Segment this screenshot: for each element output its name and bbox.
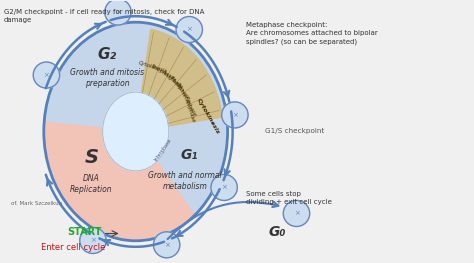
Ellipse shape [222, 102, 248, 128]
Text: G2/M checkpoint - if cell ready for mitosis, check for DNA
damage: G2/M checkpoint - if cell ready for mito… [4, 9, 204, 23]
Text: ×: × [221, 184, 227, 190]
Text: Growth and mitosis
preparation: Growth and mitosis preparation [70, 68, 144, 88]
Text: Growth and normal
metabolism: Growth and normal metabolism [148, 171, 222, 191]
Text: ×: × [293, 210, 300, 216]
Ellipse shape [283, 200, 310, 226]
Text: Telophase: Telophase [150, 63, 176, 80]
Ellipse shape [176, 17, 202, 43]
Text: G₂: G₂ [98, 47, 117, 62]
Ellipse shape [105, 0, 131, 25]
Ellipse shape [80, 227, 106, 254]
Text: Metaphase checkpoint:
Are chromosomes attached to bipolar
spindles? (so can be s: Metaphase checkpoint: Are chromosomes at… [246, 22, 378, 45]
Text: Some cells stop
dividing + exit cell cycle: Some cells stop dividing + exit cell cyc… [246, 191, 332, 205]
Text: ×: × [232, 112, 238, 118]
Text: of. Mark Szczelkun: of. Mark Szczelkun [11, 201, 62, 206]
Polygon shape [44, 122, 195, 241]
Text: Metaphase: Metaphase [168, 76, 191, 101]
Ellipse shape [33, 62, 60, 88]
Polygon shape [136, 29, 222, 132]
Text: S: S [84, 148, 99, 167]
Text: ×: × [44, 72, 49, 78]
Ellipse shape [44, 22, 228, 241]
Text: Cytokinesis: Cytokinesis [138, 60, 168, 74]
Text: ×: × [186, 27, 192, 33]
Text: DNA
Replication: DNA Replication [70, 174, 113, 194]
Text: Anaphase: Anaphase [160, 69, 183, 89]
Text: Interphase: Interphase [153, 138, 173, 163]
Text: ×: × [90, 237, 96, 244]
Text: Prophase: Prophase [184, 99, 196, 124]
Ellipse shape [102, 92, 169, 171]
Text: G₀: G₀ [269, 225, 286, 239]
Text: START: START [67, 227, 102, 237]
Ellipse shape [154, 232, 180, 258]
Text: ×: × [164, 242, 170, 248]
Ellipse shape [211, 174, 237, 200]
Text: ×: × [115, 9, 121, 15]
Text: G₁: G₁ [181, 148, 199, 162]
Text: Cytokinesis: Cytokinesis [196, 98, 220, 135]
Text: Prometaphase: Prometaphase [174, 81, 197, 117]
Text: G1/S checkpoint: G1/S checkpoint [265, 129, 325, 134]
Text: Enter cell cycle: Enter cell cycle [41, 243, 106, 252]
